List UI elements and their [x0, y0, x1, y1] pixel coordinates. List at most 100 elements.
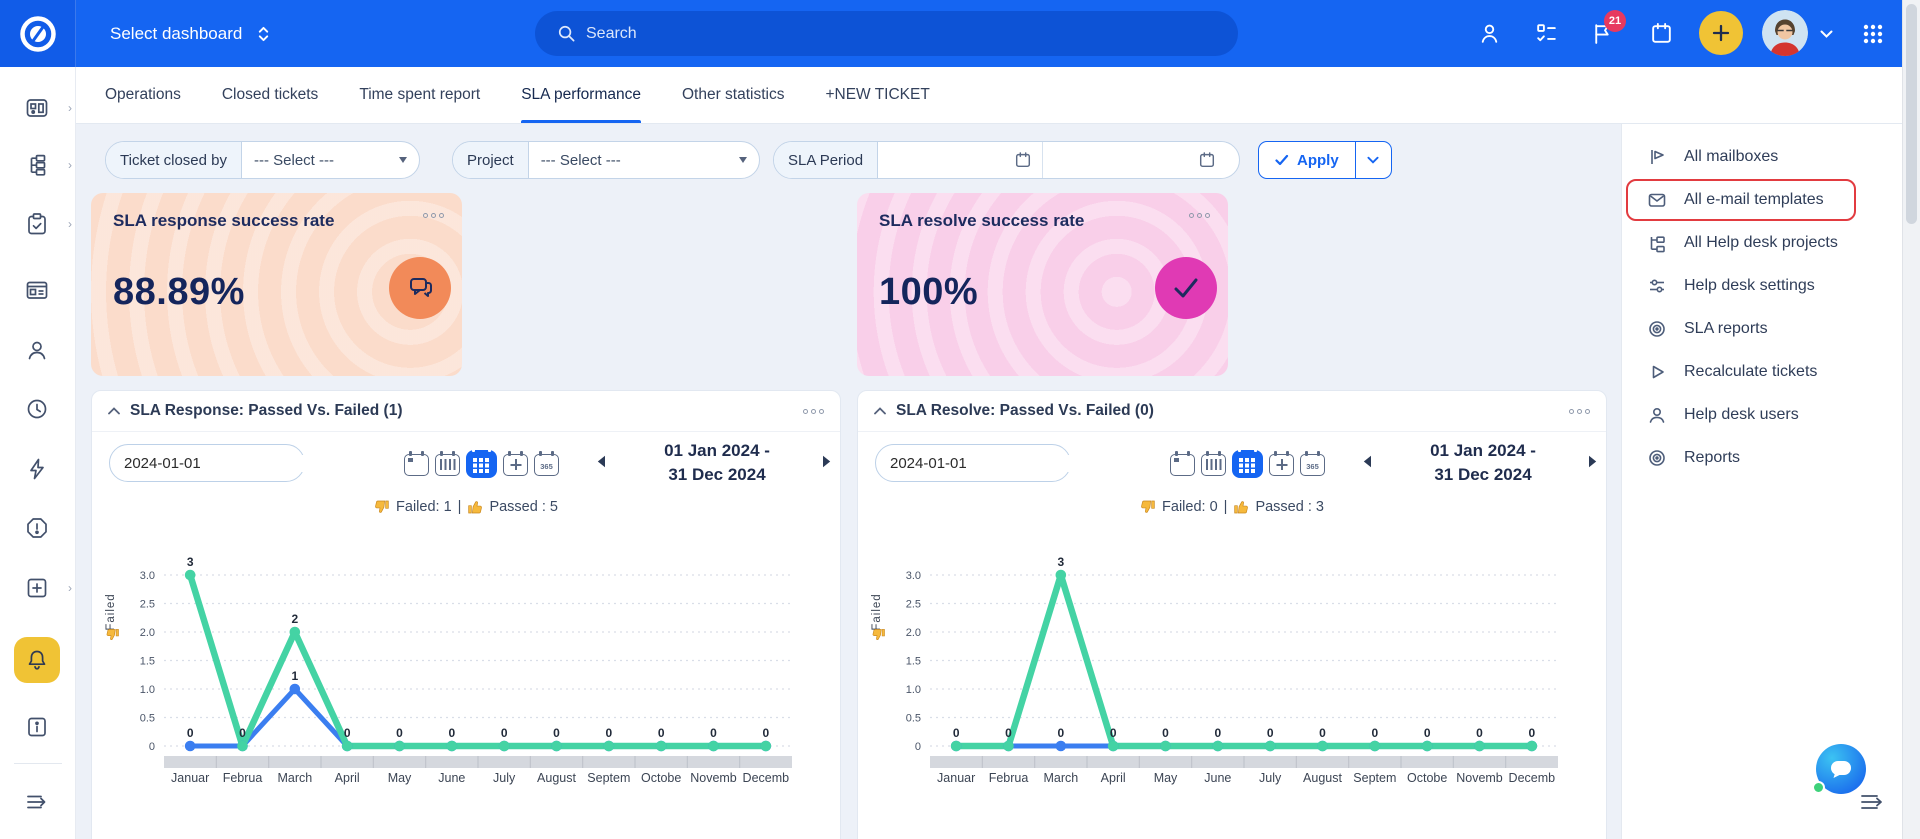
sla-period-to-input[interactable] — [1102, 152, 1198, 168]
dashboard-selector[interactable]: Select dashboard — [110, 0, 271, 67]
chart-date-input-group — [875, 444, 1071, 482]
profile-button[interactable] — [1469, 0, 1509, 67]
tab-closed-tickets[interactable]: Closed tickets — [222, 67, 318, 123]
apps-grid-button[interactable] — [1853, 0, 1893, 67]
svg-text:0: 0 — [1319, 726, 1326, 740]
menu-item-help-desk-settings[interactable]: Help desk settings — [1626, 265, 1856, 307]
top-bar: Select dashboard 21 — [0, 0, 1920, 67]
menu-item-help-desk-users[interactable]: Help desk users — [1626, 394, 1856, 436]
view-mode-quarter-icon[interactable] — [503, 454, 528, 476]
view-mode-month-icon[interactable] — [466, 450, 497, 478]
range-next-button[interactable] — [822, 455, 831, 468]
thumb-up-icon — [467, 499, 483, 515]
view-mode-quarter-icon[interactable] — [1269, 454, 1294, 476]
sidebar-expand-button[interactable] — [14, 779, 60, 825]
calendar-button[interactable] — [1641, 0, 1681, 67]
calendar-icon[interactable] — [1014, 151, 1032, 169]
tab-sla-performance[interactable]: SLA performance — [521, 67, 641, 123]
main-content: Ticket closed by --- Select --- Project … — [76, 124, 1621, 839]
failed-summary: Failed: 0 — [1162, 499, 1218, 515]
menu-item-all-mailboxes[interactable]: All mailboxes — [1626, 136, 1856, 178]
view-mode-day-icon[interactable] — [1170, 454, 1195, 476]
svg-text:Septem: Septem — [587, 771, 630, 785]
panel-menu-button[interactable] — [803, 409, 824, 414]
sidebar-item-timesheets[interactable] — [14, 386, 60, 432]
svg-text:3.0: 3.0 — [140, 570, 155, 582]
sidebar-item-info[interactable] — [14, 704, 60, 750]
avatar-menu-button[interactable] — [1810, 0, 1842, 67]
hierarchy-icon — [24, 152, 50, 178]
view-mode-year-icon[interactable]: 365 — [1300, 454, 1325, 476]
notifications-button[interactable]: 21 — [1582, 0, 1622, 67]
sidebar-item-customers[interactable] — [14, 327, 60, 373]
sidebar-item-automations[interactable] — [14, 446, 60, 492]
view-mode-day-icon[interactable] — [404, 454, 429, 476]
ticket-closed-by-select[interactable]: --- Select --- — [242, 142, 419, 178]
scrollbar-thumb[interactable] — [1906, 4, 1917, 224]
chart-legend: Failed: 1 | Passed : 5 — [92, 494, 840, 520]
apply-button[interactable]: Apply — [1259, 142, 1355, 178]
browser-card-icon — [24, 277, 50, 303]
menu-item-all-help-desk-projects[interactable]: All Help desk projects — [1626, 222, 1856, 264]
chat-bubble-icon — [1828, 757, 1854, 781]
window-scrollbar[interactable] — [1902, 0, 1920, 839]
svg-text:0.5: 0.5 — [906, 713, 921, 725]
calendar-icon — [1649, 21, 1674, 46]
chart-date-input[interactable] — [890, 455, 1089, 472]
chevron-right-icon: › — [68, 217, 72, 231]
sidebar-item-add-view[interactable]: › — [14, 565, 60, 611]
range-prev-button[interactable] — [597, 455, 606, 468]
chart-date-input[interactable] — [124, 455, 323, 472]
sidebar-item-dashboards[interactable]: › — [14, 85, 60, 131]
sla-period-from-input[interactable] — [918, 152, 1014, 168]
tasks-button[interactable] — [1526, 0, 1566, 67]
collapse-caret-icon[interactable] — [874, 407, 886, 415]
range-next-button[interactable] — [1588, 455, 1597, 468]
tab-operations[interactable]: Operations — [105, 67, 181, 123]
tab-other-statistics[interactable]: Other statistics — [682, 67, 785, 123]
kpi-title: SLA response success rate — [113, 211, 440, 231]
apply-options-button[interactable] — [1355, 142, 1391, 178]
panel-menu-button[interactable] — [1569, 409, 1590, 414]
panel-expand-button[interactable] — [1858, 790, 1888, 814]
sla-period-to — [1043, 142, 1226, 178]
sidebar-item-structure[interactable]: › — [14, 142, 60, 188]
view-mode-week-icon[interactable] — [435, 454, 460, 476]
svg-text:Januar: Januar — [171, 771, 209, 785]
menu-item-reports[interactable]: Reports — [1626, 437, 1856, 479]
view-mode-week-icon[interactable] — [1201, 454, 1226, 476]
calendar-icon[interactable] — [1198, 151, 1216, 169]
menu-item-all-email-templates[interactable]: All e-mail templates — [1626, 179, 1856, 221]
collapse-caret-icon[interactable] — [108, 407, 120, 415]
tab-time-spent-report[interactable]: Time spent report — [359, 67, 480, 123]
menu-item-recalculate-tickets[interactable]: Recalculate tickets — [1626, 351, 1856, 393]
checklist-icon — [1534, 21, 1559, 46]
global-search[interactable] — [535, 11, 1238, 56]
app-logo[interactable] — [0, 0, 76, 67]
svg-text:0: 0 — [149, 741, 155, 753]
svg-text:Februa: Februa — [989, 771, 1029, 785]
sidebar-item-forms[interactable] — [14, 267, 60, 313]
project-select[interactable]: --- Select --- — [529, 142, 759, 178]
avatar-image — [1762, 10, 1808, 56]
user-avatar[interactable] — [1762, 10, 1808, 56]
kpi-menu-button[interactable] — [423, 213, 444, 218]
sidebar-item-alerts[interactable] — [14, 505, 60, 551]
search-input[interactable] — [586, 25, 1186, 43]
range-prev-button[interactable] — [1363, 455, 1372, 468]
svg-text:0: 0 — [1267, 726, 1274, 740]
kpi-menu-button[interactable] — [1189, 213, 1210, 218]
view-mode-year-icon[interactable]: 365 — [534, 454, 559, 476]
kpi-value: 88.89% — [113, 271, 245, 314]
dashboard-tabs: Operations Closed tickets Time spent rep… — [76, 67, 1920, 124]
kpi-title: SLA resolve success rate — [879, 211, 1206, 231]
chevron-right-icon: › — [68, 101, 72, 115]
add-new-button[interactable] — [1699, 11, 1743, 55]
view-mode-month-icon[interactable] — [1232, 450, 1263, 478]
tab-new-ticket[interactable]: +NEW TICKET — [825, 67, 929, 123]
help-desk-menu-panel: All mailboxes All e-mail templates All H… — [1621, 124, 1902, 839]
svg-text:Decemb: Decemb — [743, 771, 790, 785]
menu-item-sla-reports[interactable]: SLA reports — [1626, 308, 1856, 350]
sidebar-item-tasks[interactable]: › — [14, 201, 60, 247]
sidebar-item-notifications-center[interactable] — [14, 637, 60, 683]
